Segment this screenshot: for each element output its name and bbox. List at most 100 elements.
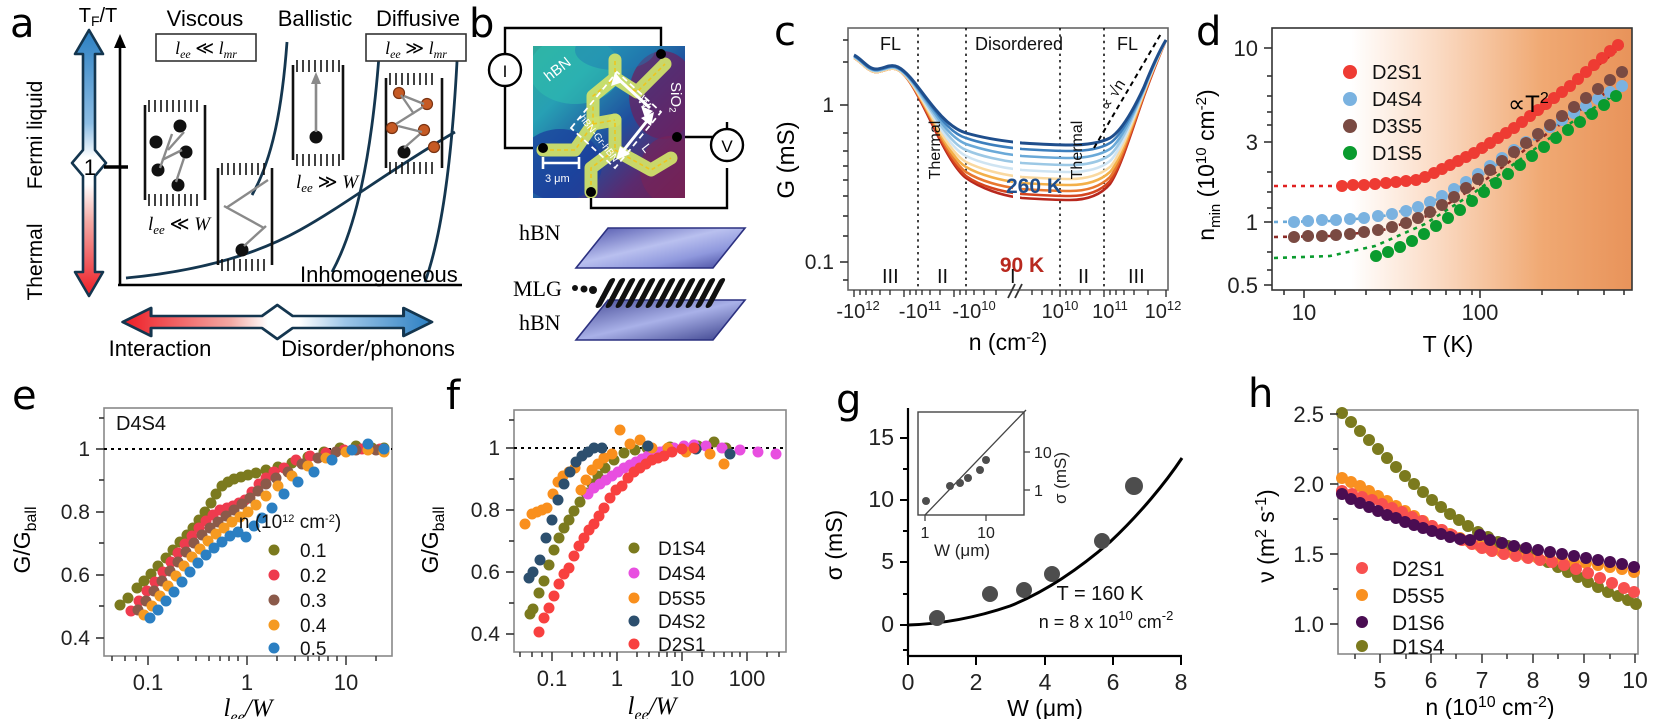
panel-g-xtick-2: 2: [970, 669, 983, 695]
panel-h-ytick-20: 2.0: [1293, 472, 1324, 497]
panel-c-region-II-left: II: [937, 266, 948, 288]
panel-d-legend-dot-3: [1343, 146, 1357, 160]
panel-g-inset-xlabel: W (μm): [934, 541, 990, 560]
panel-h-legend: D2S1 D5S5 D1S6 D1S4: [1356, 558, 1445, 659]
panel-b-micrograph: 3 μm hBN SiO₂ hBN-Gr-hBN W L: [533, 46, 685, 198]
panel-a-cartoon-viscous: lee ≪ W: [143, 100, 212, 237]
panel-h-legend-label-3: D1S4: [1392, 636, 1445, 659]
panel-c-temp-high-label: 260 K: [1006, 175, 1062, 198]
panel-a-fermi-liquid-label: Fermi liquid: [24, 81, 47, 190]
current-source-icon: [487, 52, 523, 88]
panel-a-box-viscous-text: lee ≪ lmr: [175, 38, 237, 61]
panel-b-sio2-label: SiO₂: [667, 82, 684, 113]
panel-f-legend-dot-0: [628, 542, 640, 554]
panel-d-legend-dot-2: [1343, 119, 1357, 133]
panel-d-ytick-05: 0.5: [1227, 273, 1258, 298]
panel-h-xtick-7: 7: [1476, 667, 1489, 693]
panel-c-letter: c: [774, 9, 796, 55]
panel-f-legend: D1S4 D4S4 D5S5 D4S2 D2S1: [628, 539, 706, 656]
panel-g-annotation-n: n = 8 x 1010 cm-2: [1039, 608, 1174, 632]
panel-e-y-ticks: [96, 417, 104, 639]
voltmeter-icon: [709, 127, 745, 163]
panel-f-xtick-1: 1: [611, 666, 623, 691]
panel-h-xtick-8: 8: [1527, 667, 1540, 693]
panel-e-legend-label-2: 0.3: [300, 591, 326, 612]
panel-h-legend-dot-0: [1356, 562, 1368, 574]
panel-h-ytick-25: 2.5: [1293, 402, 1324, 427]
panel-d-y-ticks: [1264, 47, 1272, 286]
panel-a: a Fermi liquid Thermal TF/T: [0, 0, 470, 361]
panel-a-box-diffusive: lee ≫ lmr: [365, 33, 467, 62]
panel-c-y-ticks: [840, 39, 848, 281]
panel-g-ytick-0: 0: [881, 611, 894, 637]
panel-h-chart: D2S1 D5S5 D1S6 D1S4 2.5 2.0 1.5 1.0 ν (m…: [1253, 402, 1648, 719]
panel-g-ytick-10: 10: [868, 486, 894, 512]
panel-f-xtick-2: 10: [670, 666, 694, 691]
panel-c-region-fl-left: FL: [880, 34, 901, 54]
panel-a-thermal-label: Thermal: [24, 223, 47, 300]
panel-g-xtick-4: 4: [1039, 669, 1052, 695]
panel-h-ylabel: ν (m2 s-1): [1253, 489, 1279, 582]
panel-f-letter: f: [446, 373, 461, 419]
panel-c: c ∝ √n: [770, 0, 1190, 360]
panel-c-xlabel: n (cm-2): [969, 329, 1048, 355]
panel-g-inset-ticks: [924, 451, 1030, 521]
panel-g-inset-points: [922, 456, 990, 505]
panel-g-fit-curve: [907, 457, 1184, 627]
panel-e: e D4S4: [0, 360, 400, 719]
panel-c-region-disordered: Disordered: [975, 34, 1063, 54]
panel-c-conductance-curves: [853, 39, 1168, 202]
panel-d-x-ticks: [1283, 290, 1625, 298]
panel-c-chart: ∝ √n FL Disordered FL Thermal Thermal 26…: [773, 27, 1181, 355]
panel-f-legend-label-4: D2S1: [658, 635, 706, 656]
panel-h-legend-label-0: D2S1: [1392, 558, 1445, 581]
panel-d-series-D2S1: [1336, 39, 1624, 192]
panel-h-legend-dot-2: [1356, 616, 1368, 628]
panel-g-inset-fit-line: [924, 409, 1027, 516]
panel-e-legend-dot-0: [268, 544, 280, 556]
panel-e-x-ticks: [111, 656, 377, 665]
panel-a-cartoon-ballistic: lee ≫ W: [291, 60, 360, 195]
panel-d-legend-label-3: D1S5: [1372, 143, 1422, 165]
panel-a-box-diffusive-text: lee ≫ lmr: [385, 38, 447, 61]
panel-b: b I V: [465, 0, 775, 360]
panel-a-title-ballistic: Ballistic: [278, 6, 353, 31]
panel-a-title-viscous: Viscous: [167, 6, 244, 31]
panel-g-inset-xtick-10: 10: [977, 525, 995, 542]
panel-h-series-D1S4: [1336, 407, 1642, 610]
panel-d-chart: D2S1 D4S4 D3S5 D1S5: [1193, 27, 1633, 357]
panel-b-stack-bot-label: hBN: [519, 310, 561, 335]
panel-g-y-ticks: [900, 437, 908, 651]
panel-g-xlabel: W (μm): [1007, 695, 1083, 719]
panel-d: d D2S1 D4S4 D3S5 D1S5: [1190, 0, 1661, 360]
panel-f-ytick-08: 0.8: [471, 499, 500, 522]
panel-a-inhomogeneous-label: Inhomogeneous: [300, 262, 458, 287]
panel-e-chart: D4S4: [9, 407, 393, 719]
panel-f-xlabel: lee/W: [628, 693, 679, 719]
panel-g-inset: 10 1 1 10 W (μm) σ (mS): [917, 409, 1070, 560]
panel-b-scalebar-label: 3 μm: [545, 173, 570, 185]
panel-d-ytick-1: 1: [1246, 210, 1258, 235]
panel-e-legend-dot-2: [268, 594, 280, 606]
panel-h-y-ticks: [1330, 413, 1338, 625]
panel-d-xlabel: T (K): [1423, 331, 1474, 357]
panel-h-ytick-10: 1.0: [1293, 612, 1324, 637]
panel-f-legend-dot-4: [628, 638, 640, 650]
panel-g-xtick-8: 8: [1175, 669, 1188, 695]
panel-a-cartoon-middle: [216, 163, 274, 271]
panel-g-letter: g: [836, 377, 862, 423]
panel-c-temp-low-label: 90 K: [1000, 254, 1044, 277]
panel-c-x-minor-ticks: [853, 290, 1167, 297]
panel-a-letter: a: [10, 1, 35, 47]
panel-c-xtick-2: -1010: [952, 298, 995, 323]
panel-d-ylabel: nmin (1010 cm-2): [1193, 89, 1224, 240]
panel-d-ytick-10: 10: [1234, 36, 1258, 61]
panel-g-chart: T = 160 K n = 8 x 1010 cm-2 0 5 10 15 σ …: [821, 408, 1188, 719]
panel-d-xtick-100: 100: [1462, 300, 1499, 325]
panel-e-xtick-2: 10: [334, 670, 358, 695]
panel-a-interaction-label: Interaction: [109, 336, 212, 361]
panel-e-legend-label-0: 0.1: [300, 541, 326, 562]
panel-a-note-ballistic: lee ≫ W: [296, 172, 360, 195]
panel-h-legend-label-2: D1S6: [1392, 612, 1445, 635]
panel-d-legend: D2S1 D4S4 D3S5 D1S5: [1343, 62, 1422, 165]
